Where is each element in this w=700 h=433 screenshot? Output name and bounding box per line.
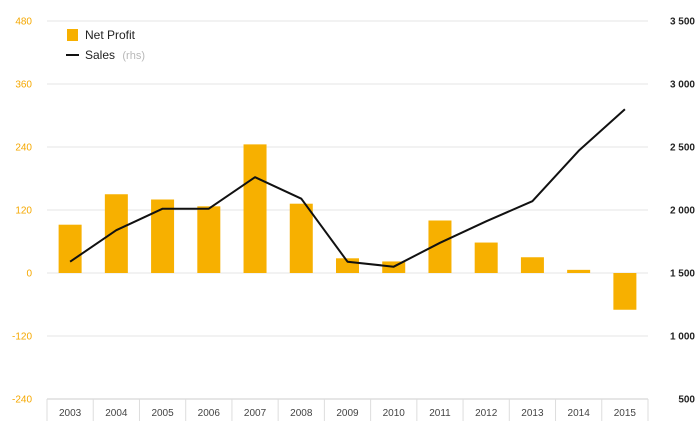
net-profit-bar: [289, 203, 313, 273]
legend: Net Profit Sales (rhs): [66, 28, 145, 62]
left-axis-tick-label: 480: [15, 17, 32, 28]
right-axis-tick-label: 2 500: [670, 143, 695, 154]
right-axis-tick-label: 3 500: [670, 17, 695, 28]
net-profit-bar: [243, 144, 267, 273]
legend-sales-rhs: (rhs): [122, 50, 145, 62]
left-axis-tick-label: -240: [12, 395, 32, 406]
sales-line: [69, 108, 626, 268]
net-profit-bar: [151, 199, 175, 273]
legend-sales-name: Sales: [85, 48, 115, 62]
left-axis: 480 360 240 120 0 -120 -240: [12, 17, 32, 406]
legend-net-profit-label: Net Profit: [85, 28, 136, 42]
left-axis-tick-label: 360: [15, 80, 32, 91]
x-axis-tick-label: 2006: [198, 408, 221, 419]
right-axis-tick-label: 2 000: [670, 206, 695, 217]
left-axis-tick-label: -120: [12, 332, 32, 343]
right-axis: 3 500 3 000 2 500 2 000 1 500 1 000 500: [670, 17, 695, 406]
net-profit-bar: [197, 206, 221, 273]
x-axis-tick-label: 2014: [568, 408, 591, 419]
x-axis-tick-label: 2009: [336, 408, 359, 419]
left-axis-tick-label: 240: [15, 143, 32, 154]
x-axis-tick-label: 2013: [521, 408, 544, 419]
net-profit-bar: [428, 220, 452, 273]
right-axis-tick-label: 3 000: [670, 80, 695, 91]
gridlines: [47, 20, 648, 400]
legend-sales-label: Sales (rhs): [85, 48, 145, 62]
x-axis-tick-label: 2008: [290, 408, 313, 419]
x-axis-tick-label: 2010: [383, 408, 406, 419]
net-profit-bars: [58, 144, 637, 310]
sales-line-layer: [69, 108, 626, 268]
x-axis-tick-label: 2007: [244, 408, 267, 419]
net-profit-bar: [567, 269, 591, 273]
net-profit-bar: [58, 224, 82, 273]
left-axis-tick-label: 0: [26, 269, 32, 280]
left-axis-tick-label: 120: [15, 206, 32, 217]
x-axis-tick-label: 2005: [151, 408, 174, 419]
x-axis: 2003 2004 2005 2006 2007 2008 2009 2010 2011 2012…: [46, 398, 649, 421]
net-profit-bar: [474, 242, 498, 273]
net-profit-bar: [613, 273, 637, 310]
right-axis-tick-label: 500: [678, 395, 695, 406]
x-axis-tick-label: 2015: [614, 408, 637, 419]
x-axis-tick-label: 2011: [429, 408, 451, 419]
net-profit-bar: [104, 194, 128, 273]
x-axis-tick-label: 2004: [105, 408, 128, 419]
net-profit-bar: [520, 257, 544, 273]
x-axis-tick-label: 2003: [59, 408, 82, 419]
right-axis-tick-label: 1 000: [670, 332, 695, 343]
x-axis-tick-label: 2012: [475, 408, 498, 419]
right-axis-tick-label: 1 500: [670, 269, 695, 280]
legend-net-profit-swatch: [67, 29, 78, 41]
